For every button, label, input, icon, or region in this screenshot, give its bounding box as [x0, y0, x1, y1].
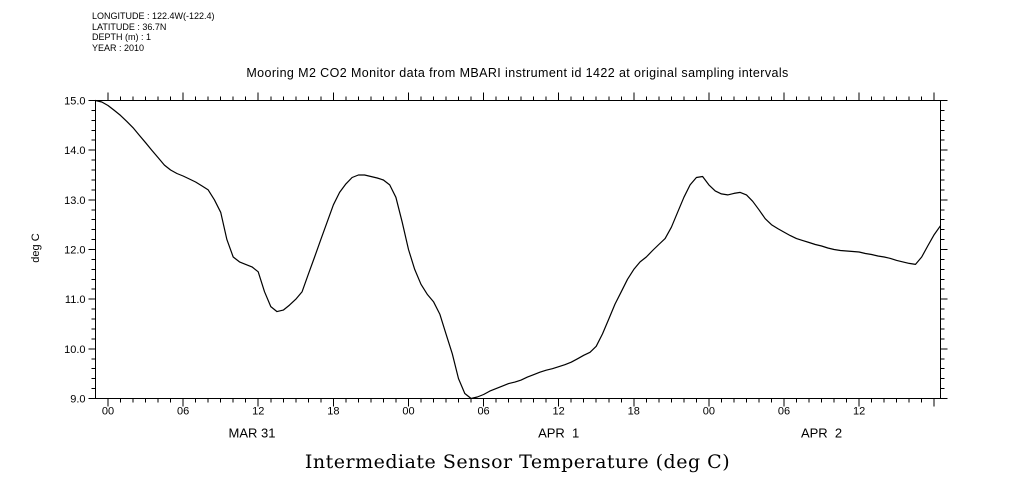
date-label: MAR 31: [228, 426, 275, 441]
x-tick-label: 12: [252, 406, 264, 418]
metadata-latitude: LATITUDE : 36.7N: [92, 21, 167, 32]
metadata-longitude: LONGITUDE : 122.4W(-122.4): [92, 11, 215, 21]
x-tick-label: 12: [853, 406, 865, 418]
chart-title: Mooring M2 CO2 Monitor data from MBARI i…: [246, 66, 789, 80]
metadata-depth: DEPTH (m) : 1: [92, 32, 152, 42]
plot-frame: [95, 100, 941, 399]
y-tick-label: 14.0: [64, 145, 85, 157]
x-tick-label: 12: [553, 406, 565, 418]
x-tick-label: 06: [177, 406, 189, 418]
x-tick-label: 00: [102, 406, 114, 418]
y-tick-label: 15.0: [64, 96, 85, 108]
x-tick-label: 00: [703, 406, 715, 418]
y-tick-label: 13.0: [64, 195, 85, 207]
y-tick-label: 9.0: [70, 394, 85, 406]
station-metadata: LONGITUDE : 122.4W(-122.4) LATITUDE : 36…: [92, 11, 215, 53]
x-tick-label: 00: [402, 406, 414, 418]
y-tick-label: 11.0: [65, 294, 86, 306]
y-tick-label: 10.0: [64, 344, 85, 356]
x-tick-label: 18: [327, 406, 339, 418]
x-tick-label: 06: [477, 406, 489, 418]
metadata-year: YEAR : 2010: [92, 42, 145, 53]
date-label: APR 2: [801, 426, 842, 441]
temperature-line: [94, 99, 942, 400]
x-tick-label: 18: [628, 406, 640, 418]
y-tick-label: 12.0: [64, 245, 85, 257]
x-tick-label: 06: [778, 406, 790, 418]
date-label: APR 1: [538, 426, 579, 441]
bottom-axis-title: Intermediate Sensor Temperature (deg C): [304, 451, 731, 473]
